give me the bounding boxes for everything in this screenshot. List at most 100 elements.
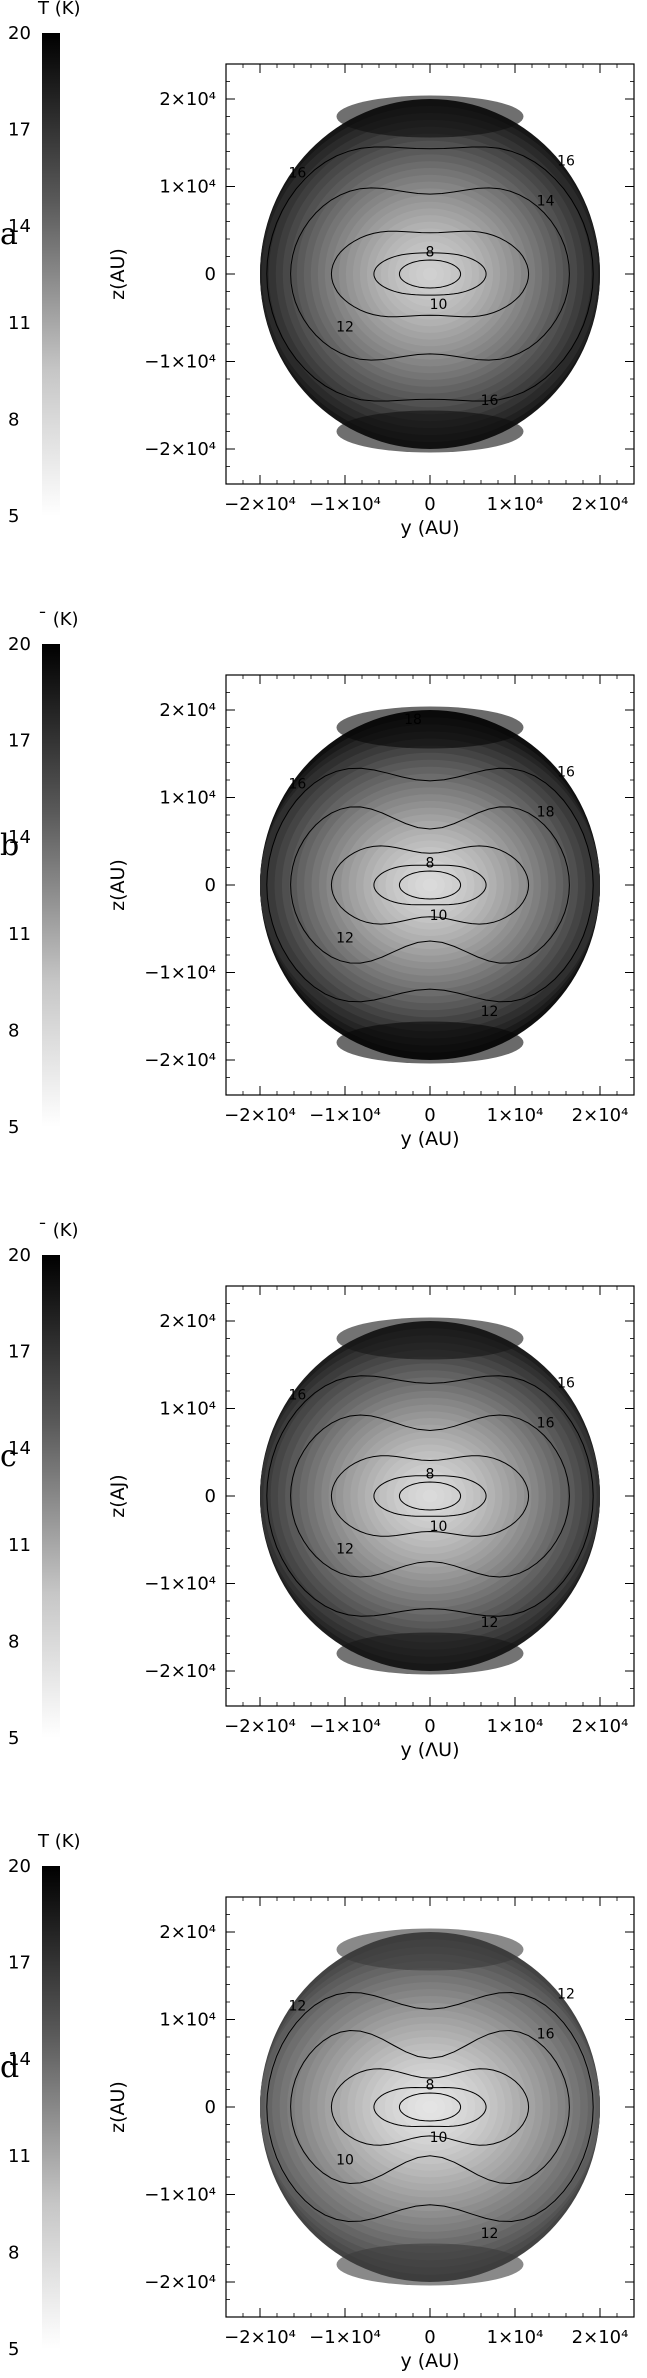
y-tick-label: 2×10⁴ <box>159 1922 216 1943</box>
colorbar-tick-label: 17 <box>8 120 31 141</box>
y-tick-label: −1×10⁴ <box>144 963 216 984</box>
y-tick-label: 2×10⁴ <box>159 700 216 721</box>
colorbar-tick-label: 8 <box>8 409 19 430</box>
x-tick-label: −2×10⁴ <box>224 1105 296 1126</box>
x-tick-label: −2×10⁴ <box>224 2327 296 2348</box>
contour-label: 10 <box>430 297 448 313</box>
colorbar-tick-label: 14 <box>8 216 31 237</box>
contour-label: 18 <box>404 712 422 728</box>
contour-line <box>330 845 530 925</box>
contour-line <box>290 1414 570 1578</box>
colorbar-tick-label: 11 <box>8 924 31 945</box>
colorbar-tick-label: 20 <box>8 23 31 44</box>
contour-label: 16 <box>288 166 306 182</box>
contour-line <box>290 806 570 964</box>
colorbar-title: T (K) <box>37 1831 81 1852</box>
contour-label: 12 <box>557 1986 575 2002</box>
contour-line <box>330 230 530 318</box>
contour-label: 12 <box>481 2226 499 2242</box>
colorbar <box>42 1255 60 1738</box>
x-axis-label: y (AU) <box>400 2350 459 2372</box>
contour-label: 12 <box>336 320 354 336</box>
x-tick-label: −2×10⁴ <box>224 1716 296 1737</box>
colorbar-tick-label: 11 <box>8 2146 31 2167</box>
contour-label: 12 <box>288 1999 306 2015</box>
contour-label: 12 <box>336 931 354 947</box>
panel-label: a <box>0 217 18 252</box>
panel-b: ¯ (K) 20 17 14 11 8 5 b 8 10 12 12 16 16 18 18 −2×10⁴ −1×… <box>0 609 635 1150</box>
x-tick-label: −1×10⁴ <box>309 1716 381 1737</box>
contour-label: 12 <box>481 1615 499 1631</box>
colorbar-tick-label: 14 <box>8 827 31 848</box>
colorbar-tick-label: 5 <box>8 2339 19 2360</box>
contour-label: 12 <box>481 1004 499 1020</box>
contour-label: 16 <box>557 764 575 780</box>
contour-line <box>290 187 570 361</box>
contour-label: 10 <box>430 2130 448 2146</box>
x-tick-label: 1×10⁴ <box>487 1105 544 1126</box>
contour-label: 18 <box>537 805 555 821</box>
contour-label: 10 <box>430 1519 448 1535</box>
x-tick-label: 0 <box>424 2327 435 2348</box>
y-tick-label: 1×10⁴ <box>159 177 216 198</box>
colorbar-tick-label: 5 <box>8 1117 19 1138</box>
colorbar-tick-label: 5 <box>8 1728 19 1749</box>
x-tick-label: −1×10⁴ <box>309 1105 381 1126</box>
y-tick-label: −2×10⁴ <box>144 2272 216 2293</box>
panel-label: c <box>0 1439 17 1474</box>
contour-label: 8 <box>426 2077 435 2093</box>
contour-label: 8 <box>426 855 435 871</box>
y-tick-label: 0 <box>205 2097 216 2118</box>
panel-a: T (K) 20 17 14 11 8 5 a 8 10 12 16 16 16 14 −2×10⁴ −1×10… <box>0 0 635 539</box>
colorbar-tick-label: 17 <box>8 731 31 752</box>
x-tick-label: −1×10⁴ <box>309 494 381 515</box>
x-tick-label: 0 <box>424 1105 435 1126</box>
colorbar-title: ¯ (K) <box>38 1220 79 1241</box>
colorbar-tick-label: 20 <box>8 1245 31 1266</box>
colorbar-tick-label: 8 <box>8 2242 19 2263</box>
contour-label: 16 <box>537 1416 555 1432</box>
y-axis-label: z(AU) <box>107 248 129 300</box>
contour-label: 16 <box>557 153 575 169</box>
x-tick-label: 1×10⁴ <box>487 494 544 515</box>
y-tick-label: −2×10⁴ <box>144 439 216 460</box>
y-tick-label: −1×10⁴ <box>144 1574 216 1595</box>
colorbar-tick-label: 11 <box>8 1535 31 1556</box>
colorbar <box>42 33 60 516</box>
contour-label: 16 <box>481 393 499 409</box>
colorbar-tick-label: 8 <box>8 1020 19 1041</box>
x-tick-label: 2×10⁴ <box>572 494 629 515</box>
contour-line <box>398 259 462 289</box>
x-tick-label: 1×10⁴ <box>487 2327 544 2348</box>
y-axis-label: z(AJ) <box>107 1474 129 1517</box>
contour-label: 10 <box>430 908 448 924</box>
contour-line <box>330 1455 530 1537</box>
colorbar-tick-label: 20 <box>8 1856 31 1877</box>
contour-line <box>330 2068 530 2146</box>
temperature-disk <box>260 706 600 1064</box>
colorbar-tick-label: 20 <box>8 634 31 655</box>
colorbar-title: T (K) <box>37 0 81 19</box>
contour-label: 16 <box>557 1375 575 1391</box>
contour-line <box>266 767 594 1003</box>
x-tick-label: 1×10⁴ <box>487 1716 544 1737</box>
colorbar-tick-label: 14 <box>8 1438 31 1459</box>
contour-label: 8 <box>426 244 435 260</box>
contour-line <box>398 1481 462 1511</box>
y-tick-label: 1×10⁴ <box>159 788 216 809</box>
panel-d: T (K) 20 17 14 11 8 5 d 8 10 10 12 12 12 16 −2×10⁴ −1×10… <box>0 1831 635 2372</box>
y-tick-label: −1×10⁴ <box>144 2185 216 2206</box>
contour-label: 12 <box>336 1542 354 1558</box>
contour-line <box>266 1991 594 2223</box>
colorbar-tick-label: 17 <box>8 1953 31 1974</box>
colorbar-tick-label: 17 <box>8 1342 31 1363</box>
contour-line <box>373 252 487 296</box>
colorbar <box>42 1866 60 2349</box>
y-tick-label: 2×10⁴ <box>159 89 216 110</box>
x-tick-label: −2×10⁴ <box>224 494 296 515</box>
x-tick-label: 0 <box>424 1716 435 1737</box>
colorbar-title: ¯ (K) <box>38 609 79 630</box>
panel-c: ¯ (K) 20 17 14 11 8 5 c 8 10 12 12 16 16 16 −2×10⁴ −1×10… <box>0 1220 635 1761</box>
colorbar-tick-label: 5 <box>8 506 19 527</box>
contour-label: 16 <box>288 777 306 793</box>
